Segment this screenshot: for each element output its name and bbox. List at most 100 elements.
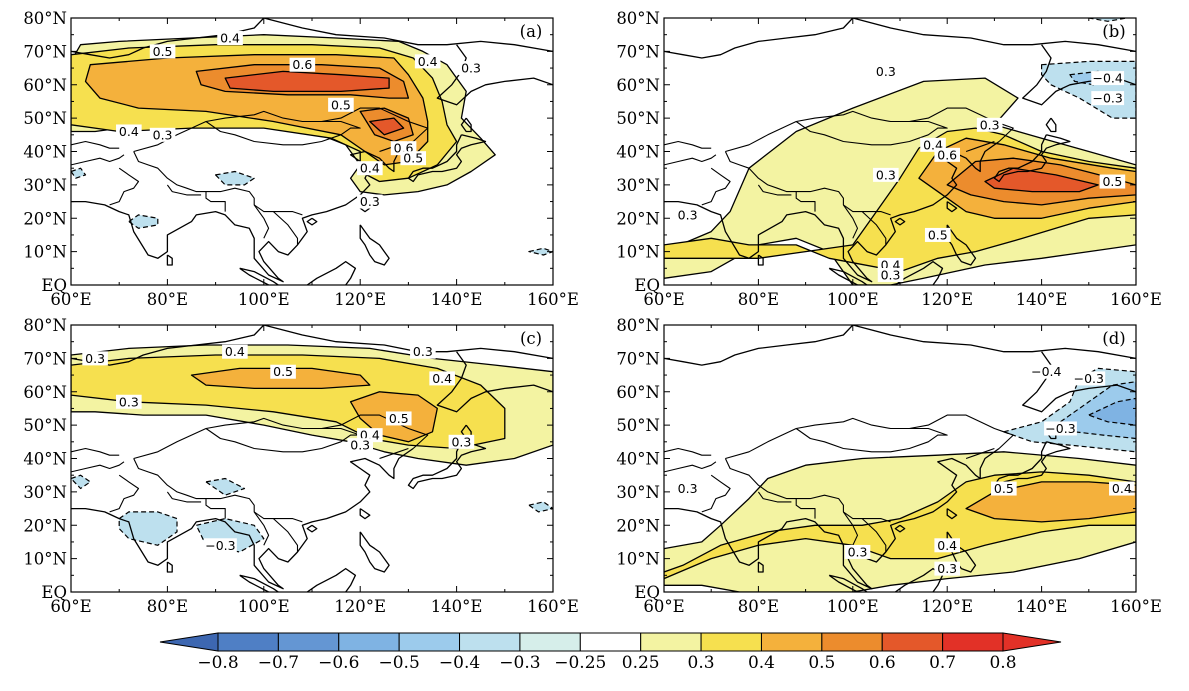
map-panel-b: 0.3 −0.4−0.30.30.40.60.3 0.50.30.50.40.3EQ… — [616, 9, 1162, 309]
lat-tick-label: 10°N — [616, 550, 660, 569]
contour-label-bg — [149, 127, 176, 142]
country-border — [842, 204, 859, 239]
coastline — [664, 325, 854, 366]
lon-tick-label: 100°E — [827, 597, 879, 616]
colorbar-label: 0.8 — [989, 653, 1016, 673]
contour-label: 0.3 — [85, 351, 105, 366]
contour-label: 0.4 — [937, 538, 957, 553]
colorbar-label: −0.6 — [318, 653, 359, 673]
panel-label-bg — [1095, 330, 1133, 349]
lon-tick-label: 120°E — [921, 290, 973, 309]
contour-label: −0.3 — [1074, 371, 1104, 386]
lon-tick-label: 140°E — [1016, 290, 1068, 309]
lat-tick-label: 60°N — [616, 76, 660, 95]
lat-tick-label: 20°N — [23, 516, 67, 535]
map-panel-c: 0.3 0.4 0.30.5 0.40.30.50.40.3 0.3−0.3EQ10°N… — [23, 316, 579, 616]
country-border — [795, 498, 816, 519]
country-border — [109, 474, 140, 513]
contour-label-bg — [976, 117, 1003, 132]
lon-tick-label: 120°E — [334, 597, 386, 616]
cold-region — [71, 474, 91, 490]
contour-label: 0.3 — [848, 544, 868, 559]
lat-tick-label: 40°N — [23, 143, 67, 162]
panel-label-bg — [512, 330, 550, 349]
contour-label: 0.4 — [225, 344, 245, 359]
coastline — [946, 224, 977, 266]
country-border — [701, 474, 731, 513]
colorbar-box — [338, 632, 400, 652]
lat-tick-label: 30°N — [616, 176, 660, 195]
lat-tick-label: 20°N — [23, 209, 67, 228]
coastline — [359, 224, 390, 266]
cold-region — [215, 170, 255, 186]
contour-label: 0.3 — [350, 438, 370, 453]
panel-label-bg — [512, 23, 550, 42]
lat-tick-label: 40°N — [616, 450, 660, 469]
contour-label-bg — [1091, 71, 1125, 86]
lat-tick-label: 20°N — [616, 209, 660, 228]
country-border — [664, 447, 712, 456]
contour-label: 0.4 — [220, 31, 240, 46]
country-border — [273, 211, 299, 245]
colorbar-box — [519, 632, 581, 652]
coastline — [239, 574, 280, 592]
contour-label: 0.5 — [994, 481, 1014, 496]
cold-region — [128, 214, 159, 229]
colorbar-label: 0.7 — [929, 653, 956, 673]
country-border — [133, 107, 429, 153]
lon-tick-label: 160°E — [527, 597, 579, 616]
colorbar-label: −0.3 — [499, 653, 540, 673]
colorbar-box — [881, 632, 944, 652]
lon-tick-label: 60°E — [643, 290, 684, 309]
contour-label: 0.3 — [937, 561, 957, 576]
panel-label: (b) — [1102, 22, 1125, 41]
contour-label-bg — [82, 351, 108, 366]
map-panel-d: −0.4 −0.3 −0.3 0.3 0.5 0.4 0.3 0.4 0.3 EQ 10°N 20°N… — [616, 316, 1162, 616]
contour-label-bg — [448, 434, 475, 449]
coastline — [306, 217, 318, 226]
lon-tick-label: 100°E — [238, 290, 290, 309]
contour-label-bg — [674, 481, 701, 496]
contour-label-bg — [357, 161, 383, 176]
coastline — [894, 567, 944, 592]
lat-tick-label: 10°N — [616, 243, 660, 262]
contour-label-bg — [149, 44, 176, 59]
coastline — [71, 140, 414, 283]
contour-label-bg — [877, 267, 904, 282]
lat-tick-label: 30°N — [616, 483, 660, 502]
country-border — [205, 427, 361, 453]
contour-label-bg — [116, 124, 142, 139]
lon-tick-label: 80°E — [147, 597, 188, 616]
contour-label-bg — [844, 544, 871, 559]
coastline — [894, 217, 906, 226]
country-border — [253, 511, 270, 546]
country-border — [166, 491, 202, 503]
colorbar-box — [821, 632, 883, 652]
coastline — [239, 267, 280, 285]
panel-label: (a) — [520, 22, 543, 41]
coastline — [1045, 117, 1057, 133]
lat-tick-label: 60°N — [23, 383, 67, 402]
country-border — [795, 427, 948, 453]
panel-label-bg — [1095, 23, 1133, 42]
contour-label-bg — [1072, 371, 1106, 386]
lat-tick-label: 50°N — [23, 109, 67, 128]
contour-label-bg — [410, 344, 436, 359]
contour-label: −0.3 — [1045, 421, 1075, 436]
lat-tick-label: EQ — [634, 276, 660, 295]
contour-label: 0.6 — [937, 147, 957, 162]
contour-label: 0.5 — [928, 227, 948, 242]
contour-label: −0.3 — [1093, 91, 1123, 106]
contour-label-bg — [116, 394, 142, 409]
contour-label-bg — [414, 54, 441, 69]
country-border — [133, 414, 429, 460]
contour-label-bg — [873, 167, 899, 182]
coastline — [828, 574, 869, 592]
coastline — [359, 531, 390, 573]
warm-region — [224, 70, 390, 93]
country-border — [842, 511, 859, 546]
country-border — [795, 120, 948, 146]
lat-tick-label: 70°N — [23, 42, 67, 61]
country-border — [664, 461, 717, 473]
contour-label: 0.5 — [403, 151, 423, 166]
